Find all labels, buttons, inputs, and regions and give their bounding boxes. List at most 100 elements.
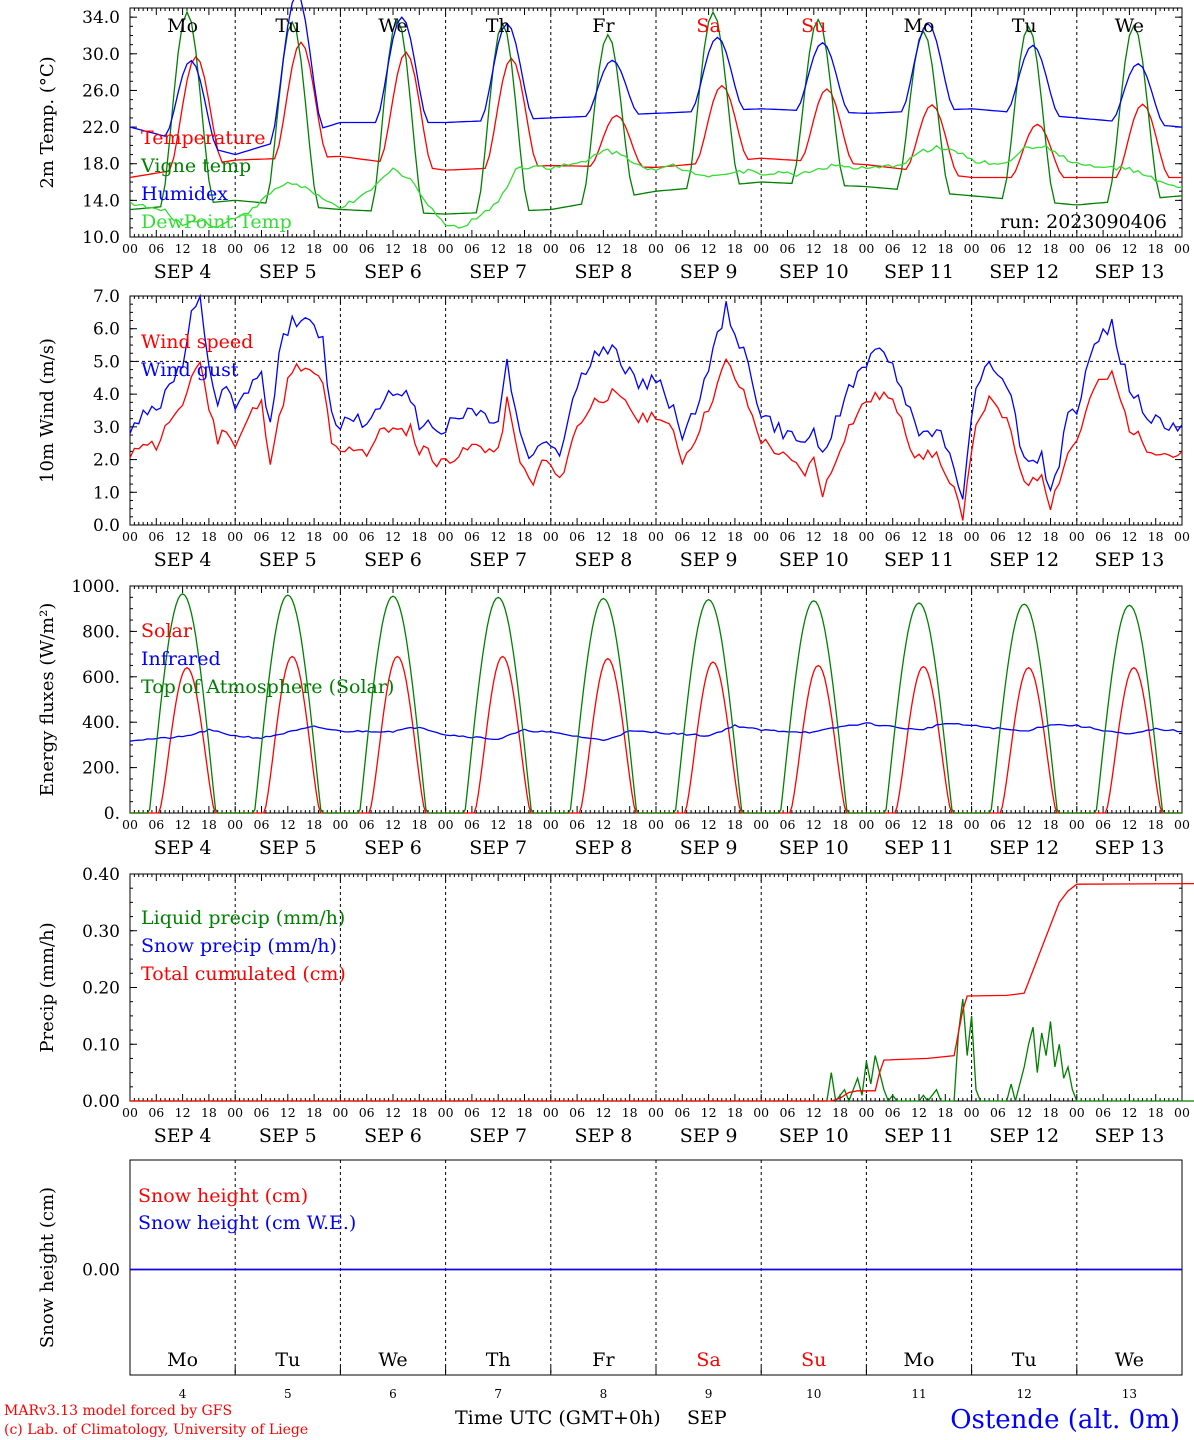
- hour-tick-label: 18: [622, 817, 638, 832]
- legend-entry: Infrared: [141, 648, 221, 670]
- date-label: SEP 6: [364, 1125, 422, 1147]
- hour-tick-label: 12: [1016, 241, 1032, 256]
- hour-tick-label: 18: [622, 1105, 638, 1120]
- weekday-label: Sa: [696, 15, 720, 37]
- hour-tick-label: 06: [148, 1105, 164, 1120]
- run-label: run: 2023090406: [1000, 211, 1167, 233]
- y-tick-label: 14.0: [82, 191, 120, 211]
- series-line-dewpoint-temp: [129, 144, 1183, 229]
- x-axis-month: SEP: [687, 1407, 727, 1429]
- hour-tick-label: 00: [858, 1105, 874, 1120]
- hour-tick-label: 00: [438, 241, 454, 256]
- hour-tick-label: 06: [1095, 817, 1111, 832]
- date-label: SEP 10: [779, 1125, 849, 1147]
- hour-tick-label: 12: [1121, 1105, 1137, 1120]
- hour-tick-label: 06: [148, 817, 164, 832]
- day-number: 10: [806, 1387, 821, 1401]
- hour-tick-label: 06: [780, 1105, 796, 1120]
- hour-tick-label: 00: [964, 241, 980, 256]
- hour-tick-label: 12: [385, 817, 401, 832]
- series-line-vigne-temp: [129, 10, 1183, 215]
- legend-entry: Wind gust: [141, 359, 239, 381]
- legend-entry: Total cumulated (cm): [141, 963, 346, 985]
- hour-tick-label: 18: [937, 817, 953, 832]
- hour-tick-label: 00: [438, 1105, 454, 1120]
- weekday-label: Fr: [592, 1349, 615, 1371]
- hour-tick-label: 00: [1174, 241, 1190, 256]
- hour-tick-label: 18: [937, 1105, 953, 1120]
- date-label: SEP 4: [154, 1125, 212, 1147]
- date-label: SEP 7: [469, 1125, 527, 1147]
- hour-tick-label: 12: [806, 529, 822, 544]
- hour-tick-label: 12: [595, 817, 611, 832]
- date-label: SEP 8: [574, 837, 632, 859]
- hour-tick-label: 06: [990, 1105, 1006, 1120]
- y-tick-label: 30.0: [82, 45, 120, 65]
- hour-tick-label: 00: [122, 241, 138, 256]
- hour-tick-label: 00: [1174, 529, 1190, 544]
- x-axis-title: Time UTC (GMT+0h): [455, 1407, 661, 1429]
- series-group: [129, 593, 1182, 814]
- hour-tick-label: 00: [753, 817, 769, 832]
- hour-tick-label: 12: [175, 817, 191, 832]
- hour-tick-label: 12: [280, 817, 296, 832]
- hour-tick-label: 18: [832, 1105, 848, 1120]
- date-label: SEP 12: [989, 261, 1059, 283]
- hour-tick-label: 12: [701, 1105, 717, 1120]
- date-label: SEP 6: [364, 549, 422, 571]
- y-tick-label: 0.20: [82, 979, 120, 999]
- legend-entry: DewPoint Temp: [141, 211, 292, 233]
- series-line-top-of-atmosphere-solar-: [130, 593, 1182, 814]
- hour-tick-label: 12: [595, 529, 611, 544]
- y-tick-label: 22.0: [82, 118, 120, 138]
- hour-tick-label: 18: [306, 1105, 322, 1120]
- legend-entry: Snow height (cm W.E.): [138, 1212, 356, 1234]
- day-number: 7: [494, 1387, 502, 1401]
- weekday-label: Mo: [167, 15, 198, 37]
- hour-tick-label: 00: [1174, 817, 1190, 832]
- date-label: SEP 4: [154, 549, 212, 571]
- hour-tick-label: 06: [674, 817, 690, 832]
- y-tick-label: 0.00: [82, 1092, 120, 1112]
- hour-tick-label: 18: [201, 817, 217, 832]
- weekday-label: We: [1115, 15, 1144, 37]
- legend-entry: Humidex: [141, 183, 228, 205]
- hour-tick-label: 18: [622, 529, 638, 544]
- hour-tick-label: 06: [990, 241, 1006, 256]
- weekday-label: We: [378, 15, 407, 37]
- date-label: SEP 5: [259, 837, 317, 859]
- y-tick-label: 2.0: [93, 451, 120, 471]
- hour-tick-label: 00: [858, 529, 874, 544]
- hour-tick-label: 18: [1148, 817, 1164, 832]
- hour-tick-label: 06: [359, 529, 375, 544]
- legend-entry: Temperature: [141, 127, 265, 149]
- hour-tick-label: 00: [753, 241, 769, 256]
- hour-tick-label: 18: [411, 817, 427, 832]
- hour-tick-label: 06: [359, 241, 375, 256]
- hour-tick-label: 12: [595, 241, 611, 256]
- date-label: SEP 11: [884, 1125, 954, 1147]
- y-tick-label: 600.: [82, 668, 120, 688]
- legend-entry: Solar: [141, 620, 193, 642]
- weekday-label: Th: [486, 1349, 511, 1371]
- y-tick-label: 200.: [82, 759, 120, 779]
- hour-tick-label: 18: [727, 529, 743, 544]
- hour-tick-label: 18: [306, 241, 322, 256]
- weekday-label: We: [1115, 1349, 1144, 1371]
- hour-tick-label: 06: [885, 817, 901, 832]
- hour-tick-label: 18: [1148, 529, 1164, 544]
- panels: 00 06 12 18 00 06 12 18 00 06 12 18 00 06 12 18 00 06 12 18…: [37, 0, 1194, 1401]
- hour-tick-label: 06: [1095, 241, 1111, 256]
- hour-tick-label: 00: [1069, 817, 1085, 832]
- hour-tick-label: 00: [332, 529, 348, 544]
- hour-tick-label: 18: [622, 241, 638, 256]
- hour-tick-label: 00: [1069, 529, 1085, 544]
- hour-tick-label: 00: [122, 1105, 138, 1120]
- hour-tick-label: 18: [201, 1105, 217, 1120]
- hour-tick-label: 00: [753, 1105, 769, 1120]
- legend-entry: Wind speed: [141, 331, 253, 353]
- y-axis-label: Snow height (cm): [37, 1187, 58, 1348]
- panel-wind: 00 06 12 18 00 06 12 18 00 06 12 18 00 06 12 18 00 06 12 18…: [37, 287, 1190, 571]
- hour-tick-label: 00: [964, 817, 980, 832]
